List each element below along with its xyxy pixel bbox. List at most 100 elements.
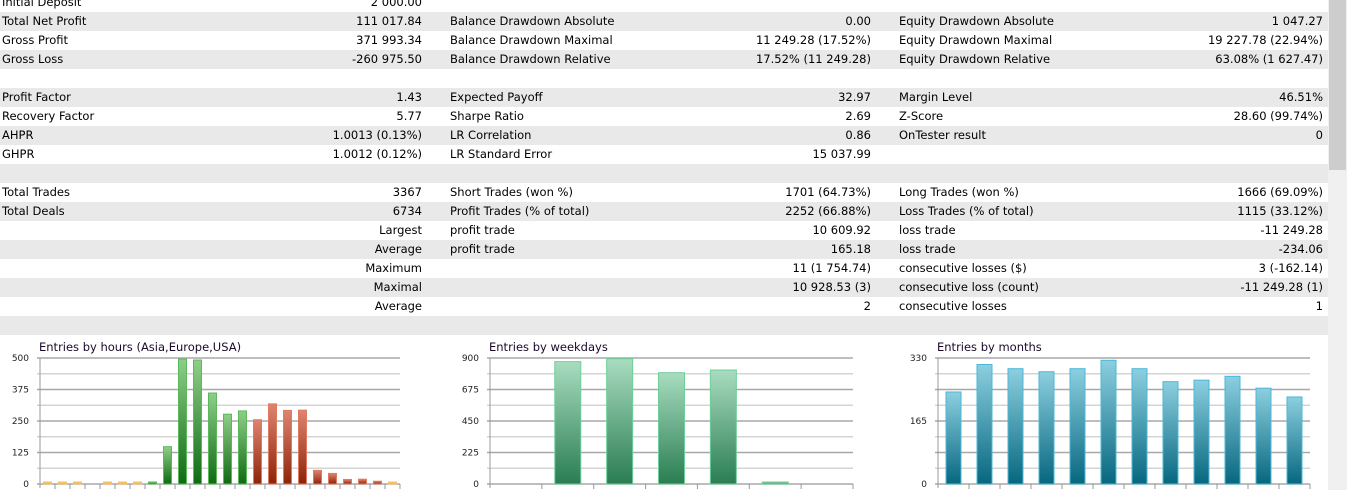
label-col3: Margin Level	[899, 89, 973, 104]
bar-14	[253, 419, 262, 485]
bar-7	[148, 481, 157, 485]
bar-Fri	[761, 481, 789, 485]
bar-19	[328, 472, 337, 485]
report-row: Total Trades 3367 Short Trades (won %) 1701…	[0, 183, 1328, 202]
bar-21	[358, 478, 367, 485]
report-row: Total Net Profit 111 017.84 Balance Drawdo…	[0, 11, 1328, 31]
label-col1: GHPR	[2, 146, 35, 161]
value-col2: 17.52% (11 249.28)	[755, 51, 871, 66]
label-col2: Balance Drawdown Maximal	[450, 32, 613, 47]
value-col3: 46.51%	[1279, 89, 1323, 104]
report-row	[0, 163, 1328, 183]
label-col2: profit trade	[450, 222, 515, 237]
vertical-scrollbar[interactable]	[1328, 0, 1347, 490]
bar-Nov	[1255, 387, 1272, 485]
report-row: AHPR 1.0013 (0.13%) LR Correlation 0.86 OnTe…	[0, 125, 1328, 145]
label-col1: AHPR	[2, 127, 34, 142]
report-row	[0, 69, 1328, 88]
value-col1: Maximal	[373, 279, 422, 294]
bar-11	[208, 392, 217, 485]
label-col3: Z-Score	[899, 108, 944, 123]
value-col3: 3 (-162.14)	[1258, 260, 1323, 275]
bar-Feb	[976, 363, 993, 485]
bar-Jun	[1100, 359, 1117, 485]
bar-6	[133, 481, 142, 485]
value-col1: Average	[374, 241, 422, 256]
report-row: Initial Deposit 2 000.00	[0, 0, 1328, 12]
value-col1: Maximum	[365, 260, 422, 275]
value-col2: 165.18	[830, 241, 871, 256]
chart-title: Entries by hours (Asia,Europe,USA)	[39, 340, 241, 354]
report-row: Total Deals 6734 Profit Trades (% of total…	[0, 201, 1328, 221]
y-tick-label: 450	[462, 417, 479, 427]
value-col1: Largest	[379, 222, 422, 237]
value-col1: 111 017.84	[356, 13, 422, 28]
label-col3: Loss Trades (% of total)	[899, 203, 1034, 218]
label-col1: Profit Factor	[2, 89, 71, 104]
bar-13	[238, 410, 247, 485]
label-col2: Expected Payoff	[450, 89, 543, 104]
report-row: Average 2 consecutive losses 1	[0, 297, 1328, 316]
label-col3: OnTester result	[899, 127, 986, 142]
bar-2	[73, 481, 82, 485]
y-tick-label: 225	[462, 449, 479, 459]
bar-Wed	[658, 372, 685, 485]
value-col2: 2.69	[845, 108, 871, 123]
bar-15	[268, 403, 277, 485]
report-row: Maximal 10 928.53 (3) consecutive loss (co…	[0, 277, 1328, 297]
label-col2: Balance Drawdown Absolute	[450, 13, 615, 28]
value-col3: 0	[1315, 127, 1323, 142]
value-col3: 1666 (69.09%)	[1237, 184, 1323, 199]
bar-Jan	[945, 391, 962, 485]
scrollbar-thumb[interactable]	[1329, 0, 1346, 170]
value-col2: 10 609.92	[812, 222, 871, 237]
label-col3: loss trade	[899, 241, 956, 256]
report-row: Largest profit trade 10 609.92 loss trade -1…	[0, 221, 1328, 240]
value-col1: Average	[374, 298, 422, 313]
bar-Mar	[1007, 368, 1024, 485]
bar-16	[283, 409, 292, 485]
value-col2: 11 249.28 (17.52%)	[755, 32, 871, 47]
value-col1: 6734	[392, 203, 422, 218]
label-col1: Gross Profit	[2, 32, 69, 47]
value-col3: 1 047.27	[1271, 13, 1323, 28]
report-row: Profit Factor 1.43 Expected Payoff 32.97 Mar…	[0, 87, 1328, 107]
value-col1: -260 975.50	[352, 51, 422, 66]
chart-title: Entries by weekdays	[489, 340, 608, 354]
bar-May	[1069, 368, 1086, 485]
bar-10	[193, 359, 202, 485]
value-col3: 19 227.78 (22.94%)	[1207, 32, 1323, 47]
y-tick-label: 0	[921, 480, 927, 490]
label-col3: consecutive losses	[899, 298, 1007, 313]
bar-17	[298, 409, 307, 485]
bar-Aug	[1162, 381, 1179, 485]
bar-Tue	[606, 358, 634, 485]
report-row	[0, 315, 1328, 335]
bar-23	[388, 481, 397, 485]
bar-1	[58, 481, 67, 485]
label-col3: Equity Drawdown Maximal	[899, 32, 1053, 47]
label-col3: consecutive losses ($)	[899, 260, 1027, 275]
label-col3: Equity Drawdown Relative	[899, 51, 1051, 66]
value-col2: 0.00	[845, 13, 871, 28]
y-tick-label: 0	[473, 480, 479, 490]
report-row: GHPR 1.0012 (0.12%) LR Standard Error 15 03…	[0, 145, 1328, 164]
bar-8	[163, 446, 172, 485]
label-col1: Total Trades	[2, 184, 70, 199]
value-col3: 63.08% (1 627.47)	[1215, 51, 1323, 66]
report-row: Gross Profit 371 993.34 Balance Drawdown M…	[0, 31, 1328, 50]
y-tick-label: 675	[462, 386, 479, 396]
value-col1: 371 993.34	[356, 32, 422, 47]
bar-4	[103, 481, 112, 485]
bar-Sep	[1193, 379, 1210, 485]
y-tick-label: 900	[462, 354, 479, 364]
value-col2: 1701 (64.73%)	[785, 184, 871, 199]
label-col3: consecutive loss (count)	[899, 279, 1039, 294]
bar-20	[343, 478, 352, 485]
label-col1: Total Net Profit	[2, 13, 87, 28]
label-col2: LR Standard Error	[450, 146, 553, 161]
bar-Mon	[554, 361, 582, 485]
label-col2: Short Trades (won %)	[450, 184, 573, 199]
bar-Thu	[709, 369, 737, 485]
value-col2: 0.86	[845, 127, 871, 142]
